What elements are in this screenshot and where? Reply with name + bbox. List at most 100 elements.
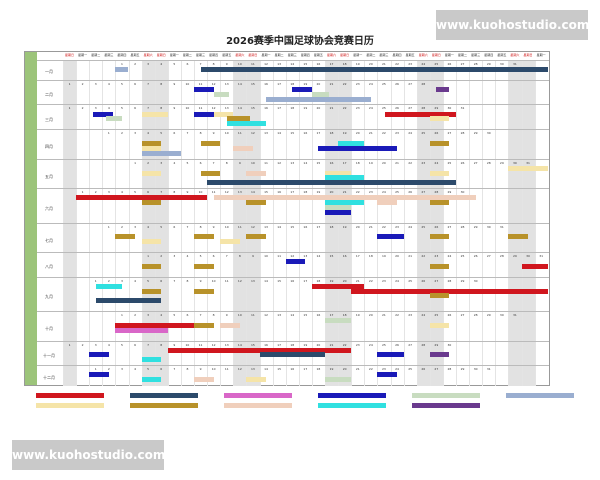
day-number: 15 <box>303 62 308 66</box>
day-number: 9 <box>173 106 176 111</box>
day-number: 27 <box>434 367 439 372</box>
day-cell <box>76 341 90 367</box>
day-number: 12 <box>264 62 268 66</box>
day-number: 7 <box>147 106 150 111</box>
day-number: 7 <box>173 278 176 283</box>
day-number: 19 <box>303 342 308 347</box>
day-number: 28 <box>499 254 504 258</box>
day-cell <box>311 159 326 190</box>
day-number: 22 <box>382 224 386 229</box>
day-number: 30 <box>486 131 491 136</box>
day-cell <box>534 312 549 342</box>
day-cell <box>311 189 326 224</box>
weekday-header: 星期一 <box>169 53 179 57</box>
event-bar <box>106 116 122 122</box>
day-cell <box>89 253 103 278</box>
day-number: 18 <box>290 342 295 347</box>
day-number: 24 <box>368 106 373 111</box>
day-number: 31 <box>486 367 491 372</box>
day-cell <box>128 341 143 367</box>
day-cell <box>351 312 365 342</box>
day-number: 27 <box>460 62 465 66</box>
day-cell <box>456 130 470 160</box>
day-number: 21 <box>368 224 373 229</box>
day-number: 24 <box>434 160 439 165</box>
day-number: 31 <box>539 254 544 258</box>
weekday-header: 星期三 <box>104 53 114 57</box>
day-cell <box>456 312 470 342</box>
day-number: 29 <box>434 342 439 347</box>
day-number: 3 <box>94 81 97 86</box>
day-cell <box>351 253 365 278</box>
day-cell <box>364 312 378 342</box>
day-cell <box>377 253 391 278</box>
day-number: 26 <box>421 367 426 372</box>
day-cell <box>469 253 483 278</box>
event-bar <box>325 200 365 206</box>
day-number: 2 <box>147 160 150 165</box>
day-number: 1 <box>68 342 71 347</box>
event-bar <box>226 116 251 122</box>
day-number: 14 <box>290 313 295 318</box>
event-bar <box>194 288 214 294</box>
day-cell <box>298 223 313 253</box>
day-number: 3 <box>147 313 150 318</box>
day-cell <box>220 277 234 313</box>
day-number: 1 <box>147 254 150 258</box>
day-number: 1 <box>81 190 84 195</box>
day-cell <box>416 253 431 278</box>
day-number: 6 <box>199 160 202 165</box>
event-bar <box>429 352 450 358</box>
day-number: 19 <box>303 81 308 86</box>
weekday-header: 星期五 <box>313 53 323 57</box>
month-row: 1 2 3 4 5 6 7 8 9 10 11 12 13 14 15 16 17 18 19 20 21 22 23 24 2… <box>37 158 549 190</box>
day-cell <box>233 223 248 253</box>
day-number: 12 <box>211 106 216 111</box>
day-cell <box>364 189 378 224</box>
day-number: 10 <box>211 278 216 283</box>
day-cell <box>456 253 470 278</box>
day-number: 14 <box>303 160 308 165</box>
day-number: 16 <box>264 81 268 86</box>
legend-swatch <box>224 393 292 398</box>
day-cell <box>416 277 431 313</box>
day-cell <box>416 223 431 253</box>
event-bar <box>167 347 352 353</box>
event-bar <box>377 234 404 240</box>
day-number: 9 <box>212 224 215 229</box>
day-number: 5 <box>160 131 163 136</box>
day-number: 5 <box>173 62 176 66</box>
day-cell <box>390 130 405 160</box>
day-cell <box>246 253 261 278</box>
day-cell <box>194 159 208 190</box>
day-number: 14 <box>277 131 282 136</box>
day-number: 27 <box>434 278 439 283</box>
day-number: 6 <box>160 278 163 283</box>
event-bar <box>207 180 456 186</box>
day-number: 15 <box>290 224 295 229</box>
day-cell <box>495 159 509 190</box>
day-cell <box>521 189 536 224</box>
day-number: 11 <box>277 254 282 258</box>
day-cell <box>482 80 496 106</box>
day-number: 19 <box>355 62 360 66</box>
day-number: 11 <box>237 224 242 229</box>
day-cell <box>364 80 378 106</box>
day-number: 12 <box>224 190 229 195</box>
day-cell <box>115 130 129 160</box>
event-bar <box>213 91 230 97</box>
day-number: 23 <box>395 131 399 136</box>
day-cell <box>220 223 234 253</box>
day-cell <box>508 80 523 106</box>
month-label: 十月 <box>45 326 53 332</box>
day-cell <box>259 366 274 386</box>
day-number: 9 <box>225 62 228 66</box>
weekday-header: 星期二 <box>91 53 101 57</box>
month-label: 八月 <box>45 264 53 270</box>
day-number: 22 <box>342 342 347 347</box>
day-cell <box>521 80 536 106</box>
day-number: 18 <box>290 106 295 111</box>
day-number: 20 <box>342 367 347 372</box>
day-cell <box>272 80 287 106</box>
day-cell <box>141 277 156 313</box>
